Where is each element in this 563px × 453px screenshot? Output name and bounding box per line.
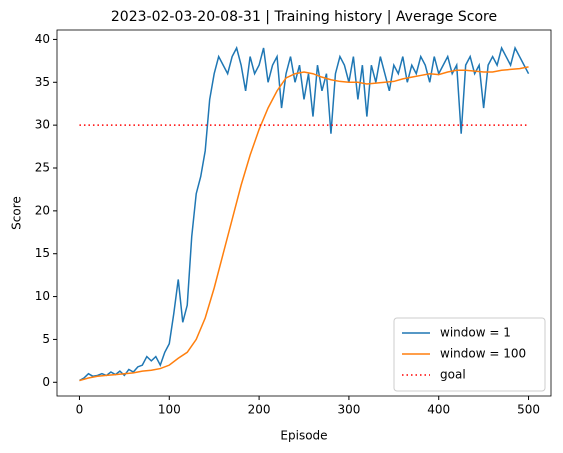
legend-label: window = 100 <box>440 347 526 361</box>
x-tick-label: 200 <box>248 403 271 417</box>
y-tick-label: 35 <box>35 75 50 89</box>
y-tick-label: 25 <box>35 161 50 175</box>
y-tick-label: 30 <box>35 118 50 132</box>
x-tick-label: 300 <box>337 403 360 417</box>
legend-label: window = 1 <box>440 326 511 340</box>
y-tick-label: 10 <box>35 289 50 303</box>
x-tick-label: 500 <box>517 403 540 417</box>
x-tick-label: 0 <box>76 403 84 417</box>
y-tick-label: 15 <box>35 246 50 260</box>
chart-title: 2023-02-03-20-08-31 | Training history |… <box>111 9 497 25</box>
y-tick-label: 0 <box>42 375 50 389</box>
y-tick-label: 5 <box>42 332 50 346</box>
x-axis-label: Episode <box>280 429 327 443</box>
legend-label: goal <box>440 368 466 382</box>
plot-frame <box>56 29 552 397</box>
x-tick-label: 400 <box>427 403 450 417</box>
legend-box <box>393 317 546 392</box>
x-tick-label: 100 <box>158 403 181 417</box>
y-axis-label: Score <box>10 196 24 230</box>
y-tick-label: 20 <box>35 203 50 217</box>
line <box>79 66 529 382</box>
y-tick-label: 40 <box>35 32 50 46</box>
